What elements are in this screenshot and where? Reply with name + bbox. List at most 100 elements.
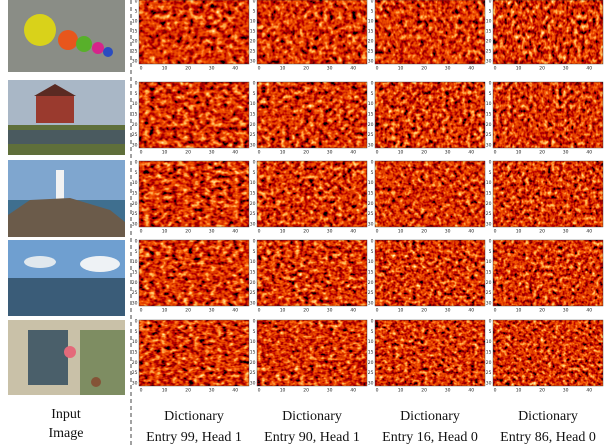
y-tick-label: 10 <box>132 19 138 25</box>
x-tick-label: 10 <box>162 66 168 72</box>
y-tick-label: 20 <box>368 280 374 286</box>
x-tick-label: 0 <box>494 66 497 72</box>
ball <box>58 30 78 50</box>
cloud <box>24 256 56 268</box>
x-tick-label: 30 <box>563 229 569 235</box>
y-tick-label: 25 <box>486 49 492 55</box>
x-tick-label: 10 <box>398 150 404 156</box>
y-tick-label: 25 <box>250 370 256 376</box>
y-tick-label: 30 <box>486 59 492 65</box>
sea <box>8 278 125 316</box>
y-tick-label: 20 <box>486 122 492 128</box>
y-tick-label: 15 <box>486 190 492 196</box>
y-tick-label: 0 <box>253 81 256 87</box>
y-tick-label: 10 <box>486 19 492 25</box>
x-tick-label: 40 <box>232 229 238 235</box>
heatmap <box>257 161 367 227</box>
x-tick-label: 0 <box>376 229 379 235</box>
y-tick-label: 25 <box>250 211 256 217</box>
heatmap-frame <box>492 239 604 307</box>
y-tick-label: 5 <box>135 329 138 335</box>
heatmap-frame <box>138 0 250 65</box>
x-tick-label: 20 <box>303 388 309 394</box>
y-tick-label: 10 <box>132 339 138 345</box>
heatmap <box>493 0 603 64</box>
y-tick-label: 15 <box>250 190 256 196</box>
x-tick-label: 30 <box>327 388 333 394</box>
y-tick-label: 0 <box>135 81 138 87</box>
x-tick-label: 30 <box>445 229 451 235</box>
y-tick-label: 30 <box>250 142 256 148</box>
y-tick-label: 10 <box>250 339 256 345</box>
column-label: Entry 86, Head 0 <box>500 430 596 445</box>
y-tick-label: 30 <box>250 59 256 65</box>
y-tick-label: 0 <box>371 81 374 87</box>
heatmap <box>375 0 485 64</box>
x-tick-label: 20 <box>185 66 191 72</box>
y-tick-label: 10 <box>250 19 256 25</box>
y-tick-label: 30 <box>132 142 138 148</box>
y-tick-label: 30 <box>486 300 492 306</box>
x-tick-label: 30 <box>327 308 333 314</box>
x-tick-label: 30 <box>445 388 451 394</box>
y-tick-label: 25 <box>132 370 138 376</box>
leaves <box>80 330 125 395</box>
x-tick-label: 30 <box>563 308 569 314</box>
heatmap-frame <box>256 319 368 387</box>
y-tick-label: 15 <box>368 269 374 275</box>
x-tick-label: 30 <box>209 66 215 72</box>
y-tick-label: 5 <box>489 91 492 97</box>
y-tick-label: 25 <box>250 132 256 138</box>
y-tick-label: 30 <box>486 221 492 227</box>
y-tick-label: 15 <box>132 349 138 355</box>
y-tick-label: 0 <box>253 319 256 325</box>
y-tick-label: 15 <box>132 190 138 196</box>
x-tick-label: 20 <box>539 229 545 235</box>
x-tick-label: 0 <box>258 308 261 314</box>
y-tick-label: 0 <box>135 160 138 166</box>
y-tick-label: 0 <box>371 160 374 166</box>
y-tick-label: 10 <box>368 259 374 265</box>
x-tick-label: 0 <box>376 150 379 156</box>
x-tick-label: 0 <box>494 388 497 394</box>
y-tick-label: 20 <box>486 201 492 207</box>
x-tick-label: 10 <box>162 229 168 235</box>
y-tick-label: 30 <box>486 380 492 386</box>
y-tick-label: 10 <box>132 180 138 186</box>
y-tick-label: 0 <box>135 239 138 245</box>
y-tick-label: 20 <box>132 122 138 128</box>
heatmap <box>375 82 485 148</box>
y-tick-label: 30 <box>250 300 256 306</box>
y-tick-label: 10 <box>368 19 374 25</box>
x-tick-label: 10 <box>398 229 404 235</box>
rocks <box>8 198 125 237</box>
input-photo <box>8 80 125 155</box>
x-tick-label: 20 <box>539 308 545 314</box>
y-tick-label: 0 <box>253 160 256 166</box>
x-tick-label: 0 <box>140 308 143 314</box>
heatmap <box>139 0 249 64</box>
x-tick-label: 20 <box>421 150 427 156</box>
y-tick-label: 25 <box>250 49 256 55</box>
x-tick-label: 40 <box>350 308 356 314</box>
heatmap-frame <box>256 0 368 65</box>
x-tick-label: 10 <box>516 150 522 156</box>
y-tick-label: 0 <box>489 81 492 87</box>
y-tick-label: 25 <box>132 290 138 296</box>
x-tick-label: 0 <box>258 66 261 72</box>
y-tick-label: 5 <box>371 170 374 176</box>
y-tick-label: 10 <box>486 101 492 107</box>
x-tick-label: 20 <box>539 66 545 72</box>
y-tick-label: 5 <box>489 329 492 335</box>
x-tick-label: 10 <box>398 388 404 394</box>
heatmap <box>375 240 485 306</box>
y-tick-label: 30 <box>250 221 256 227</box>
x-tick-label: 10 <box>280 66 286 72</box>
y-tick-label: 20 <box>250 360 256 366</box>
water <box>8 130 125 144</box>
heatmap-frame <box>492 160 604 228</box>
x-tick-label: 0 <box>376 388 379 394</box>
ball <box>24 14 56 46</box>
y-tick-label: 20 <box>368 360 374 366</box>
y-tick-label: 0 <box>253 239 256 245</box>
